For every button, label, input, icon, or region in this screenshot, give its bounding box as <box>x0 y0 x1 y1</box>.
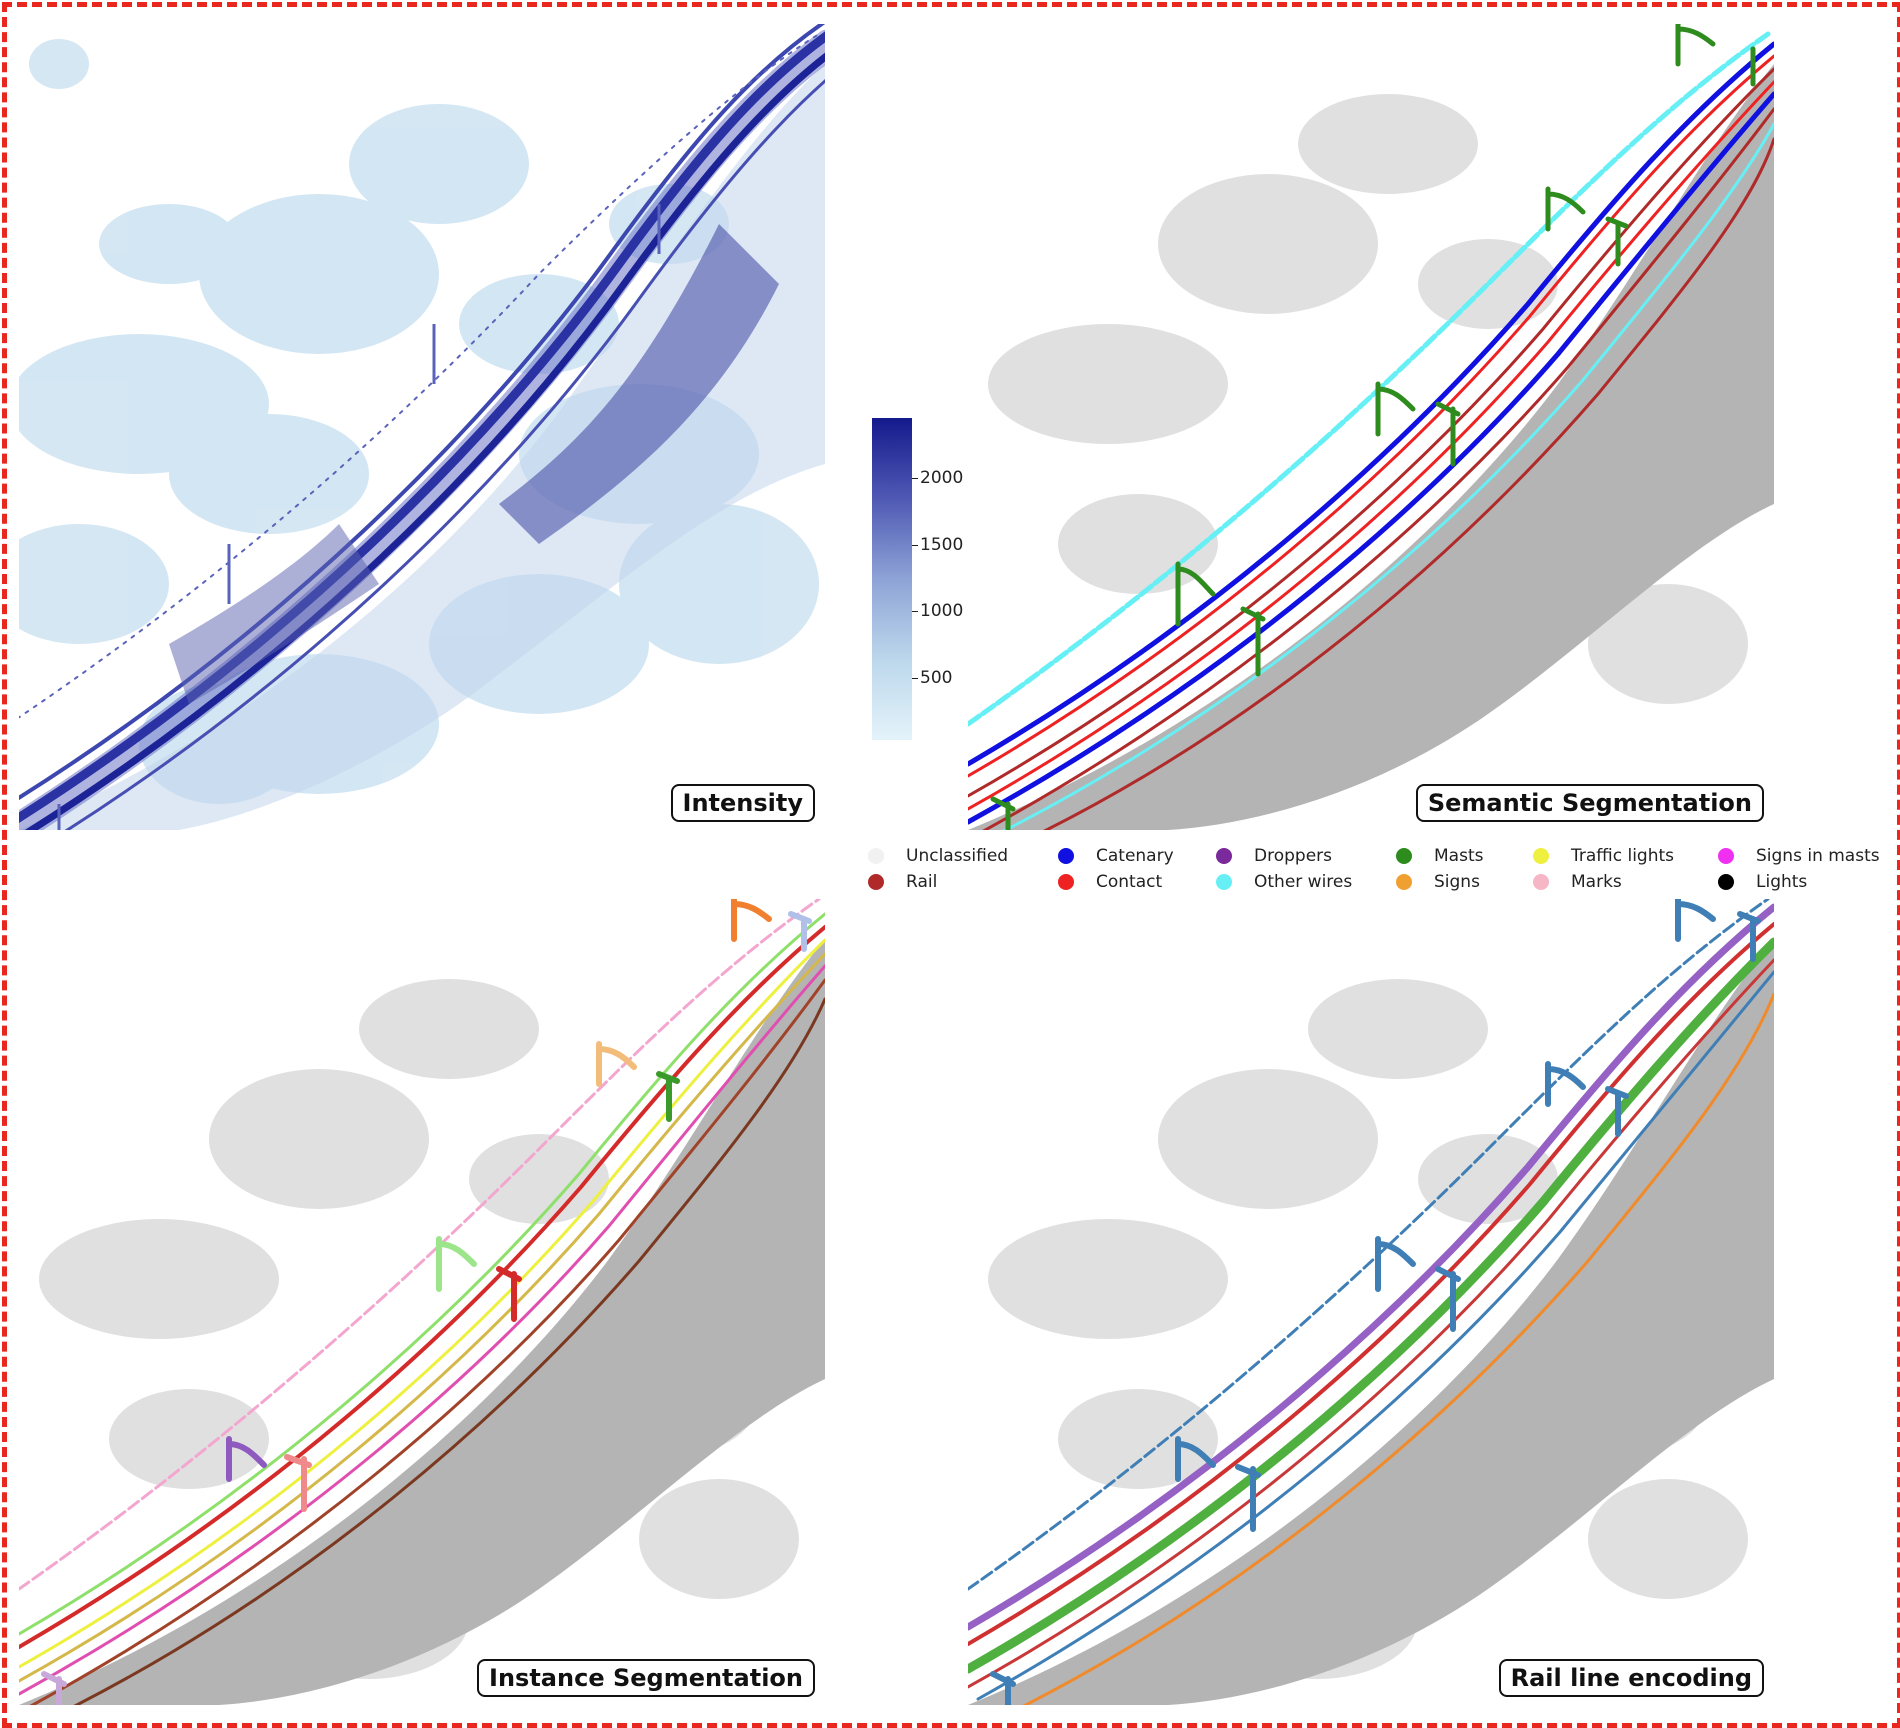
instance-segmentation-label: Instance Segmentation <box>477 1659 815 1697</box>
colorbar-tick <box>912 678 918 679</box>
legend-item-droppers: Droppers <box>1216 846 1332 866</box>
instance-point-cloud <box>19 899 825 1705</box>
legend-label: Other wires <box>1254 872 1353 892</box>
legend-item-contact: Contact <box>1058 872 1162 892</box>
legend-item-lights: Lights <box>1718 872 1807 892</box>
legend-swatch <box>1216 848 1232 864</box>
intensity-point-cloud <box>19 24 825 830</box>
legend-item-masts: Masts <box>1396 846 1483 866</box>
legend-label: Masts <box>1434 846 1484 866</box>
rail-encoding-point-cloud <box>968 899 1774 1705</box>
rail-line-encoding-label: Rail line encoding <box>1498 1659 1764 1697</box>
colorbar-tick-label: 2000 <box>920 468 964 488</box>
colorbar-tick-label: 1000 <box>920 601 964 621</box>
legend-swatch <box>1396 874 1412 890</box>
colorbar-tick-label: 1500 <box>920 535 964 555</box>
legend-swatch <box>1718 874 1734 890</box>
colorbar-tick <box>912 545 918 546</box>
legend-swatch <box>1718 848 1734 864</box>
legend-swatch <box>1533 874 1549 890</box>
legend-swatch <box>1396 848 1412 864</box>
instance-segmentation-panel: Instance Segmentation <box>19 899 825 1705</box>
legend-label: Signs in masts <box>1756 846 1880 866</box>
legend-label: Droppers <box>1254 846 1332 866</box>
legend-swatch <box>1533 848 1549 864</box>
legend-label: Signs <box>1434 872 1480 892</box>
legend-item-traffic-lights: Traffic lights <box>1533 846 1674 866</box>
legend-item-other-wires: Other wires <box>1216 872 1352 892</box>
legend-item-catenary: Catenary <box>1058 846 1174 866</box>
legend-item-marks: Marks <box>1533 872 1622 892</box>
rail-line-encoding-panel: Rail line encoding <box>968 899 1774 1705</box>
colorbar-tick-label: 500 <box>920 668 953 688</box>
legend-item-unclassified: Unclassified <box>868 846 1008 866</box>
legend-label: Traffic lights <box>1571 846 1675 866</box>
legend-item-signs-in-masts: Signs in masts <box>1718 846 1880 866</box>
legend-swatch <box>1058 874 1074 890</box>
semantic-segmentation-label: Semantic Segmentation <box>1415 784 1764 822</box>
legend-swatch <box>1216 874 1232 890</box>
colorbar-tick <box>912 478 918 479</box>
legend-item-rail: Rail <box>868 872 937 892</box>
legend-label: Unclassified <box>906 846 1009 866</box>
semantic-segmentation-panel: Semantic Segmentation <box>968 24 1774 830</box>
intensity-label: Intensity <box>670 784 815 822</box>
legend-label: Marks <box>1571 872 1622 892</box>
intensity-panel: Intensity <box>19 24 825 830</box>
class-legend: Unclassified Rail Catenary Contact Dropp… <box>868 846 1898 896</box>
semantic-point-cloud <box>968 24 1774 830</box>
legend-swatch <box>868 874 884 890</box>
legend-item-signs: Signs <box>1396 872 1480 892</box>
legend-label: Rail <box>906 872 938 892</box>
legend-label: Catenary <box>1096 846 1174 866</box>
legend-swatch <box>1058 848 1074 864</box>
intensity-colorbar <box>872 418 912 740</box>
legend-swatch <box>868 848 884 864</box>
colorbar-tick <box>912 611 918 612</box>
legend-label: Lights <box>1756 872 1808 892</box>
legend-label: Contact <box>1096 872 1163 892</box>
